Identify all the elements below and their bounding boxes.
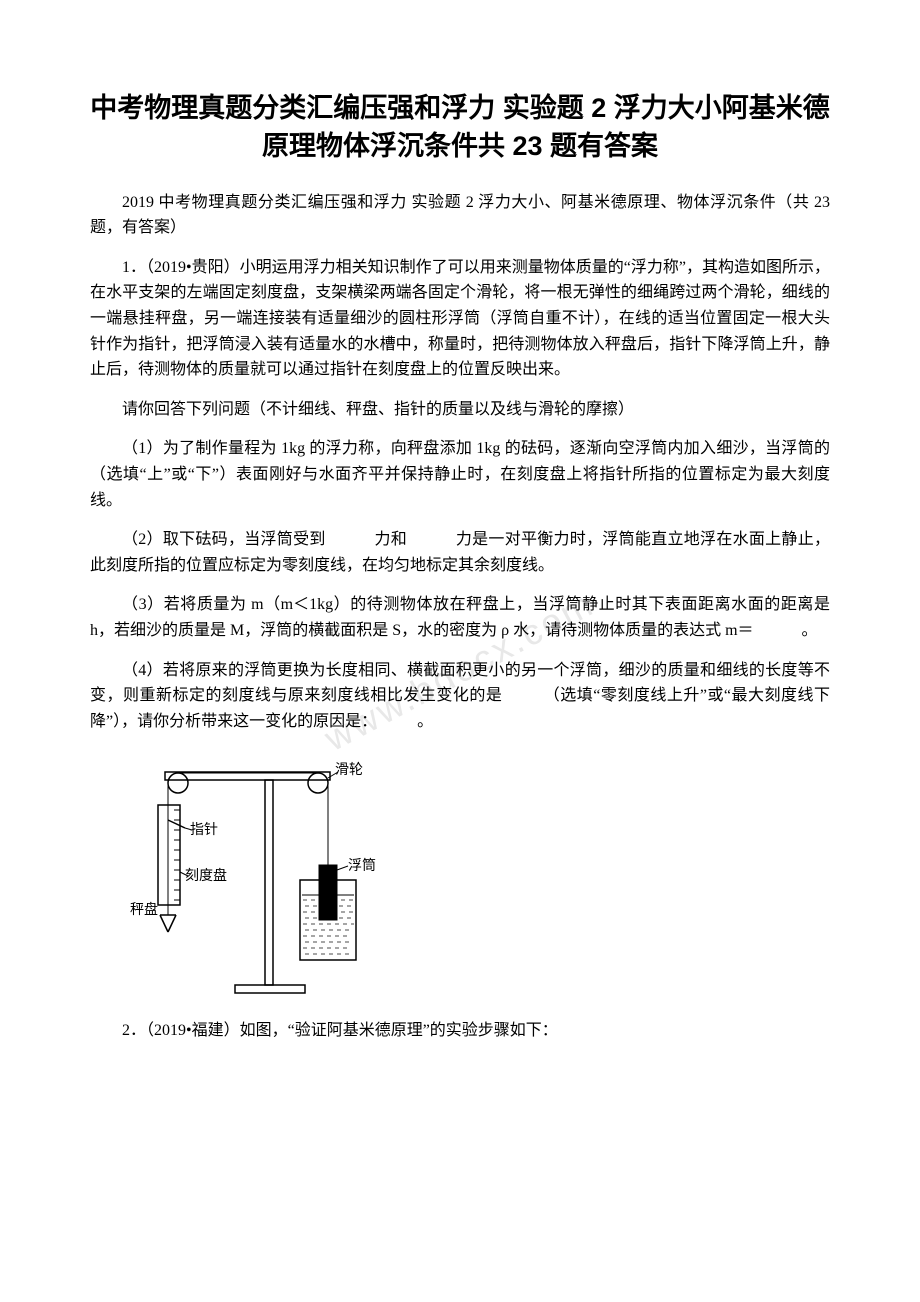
document-content: 中考物理真题分类汇编压强和浮力 实验题 2 浮力大小阿基米德原理物体浮沉条件共 … (90, 90, 830, 1044)
q2-header: 2．（2019•福建）如图，“验证阿基米德原理”的实验步骤如下： (90, 1018, 830, 1044)
intro-paragraph: 2019 中考物理真题分类汇编压强和浮力 实验题 2 浮力大小、阿基米德原理、物… (90, 190, 830, 241)
q1-subtext: 请你回答下列问题（不计细线、秤盘、指针的质量以及线与滑轮的摩擦） (90, 397, 830, 423)
label-pan: 秤盘 (130, 901, 158, 918)
q1-part3: （3）若将质量为 m（m＜1kg）的待测物体放在秤盘上，当浮筒静止时其下表面距离… (90, 592, 830, 643)
q1-part4: （4）若将原来的浮筒更换为长度相同、横截面积更小的另一个浮筒，细沙的质量和细线的… (90, 658, 830, 735)
label-scale: 刻度盘 (185, 867, 227, 884)
q1-part1: （1）为了制作量程为 1kg 的浮力称，向秤盘添加 1kg 的砝码，逐渐向空浮筒… (90, 436, 830, 513)
document-title: 中考物理真题分类汇编压强和浮力 实验题 2 浮力大小阿基米德原理物体浮沉条件共 … (90, 90, 830, 166)
apparatus-figure: 滑轮 指针 刻度盘 (130, 750, 420, 1000)
label-pulley: 滑轮 (335, 761, 363, 778)
label-float: 浮筒 (348, 857, 376, 874)
label-pointer: 指针 (190, 822, 218, 838)
q1-part2: （2）取下砝码，当浮筒受到 力和 力是一对平衡力时，浮筒能直立地浮在水面上静止，… (90, 527, 830, 578)
q1-header: 1．（2019•贵阳）小明运用浮力相关知识制作了可以用来测量物体质量的“浮力称”… (90, 255, 830, 383)
